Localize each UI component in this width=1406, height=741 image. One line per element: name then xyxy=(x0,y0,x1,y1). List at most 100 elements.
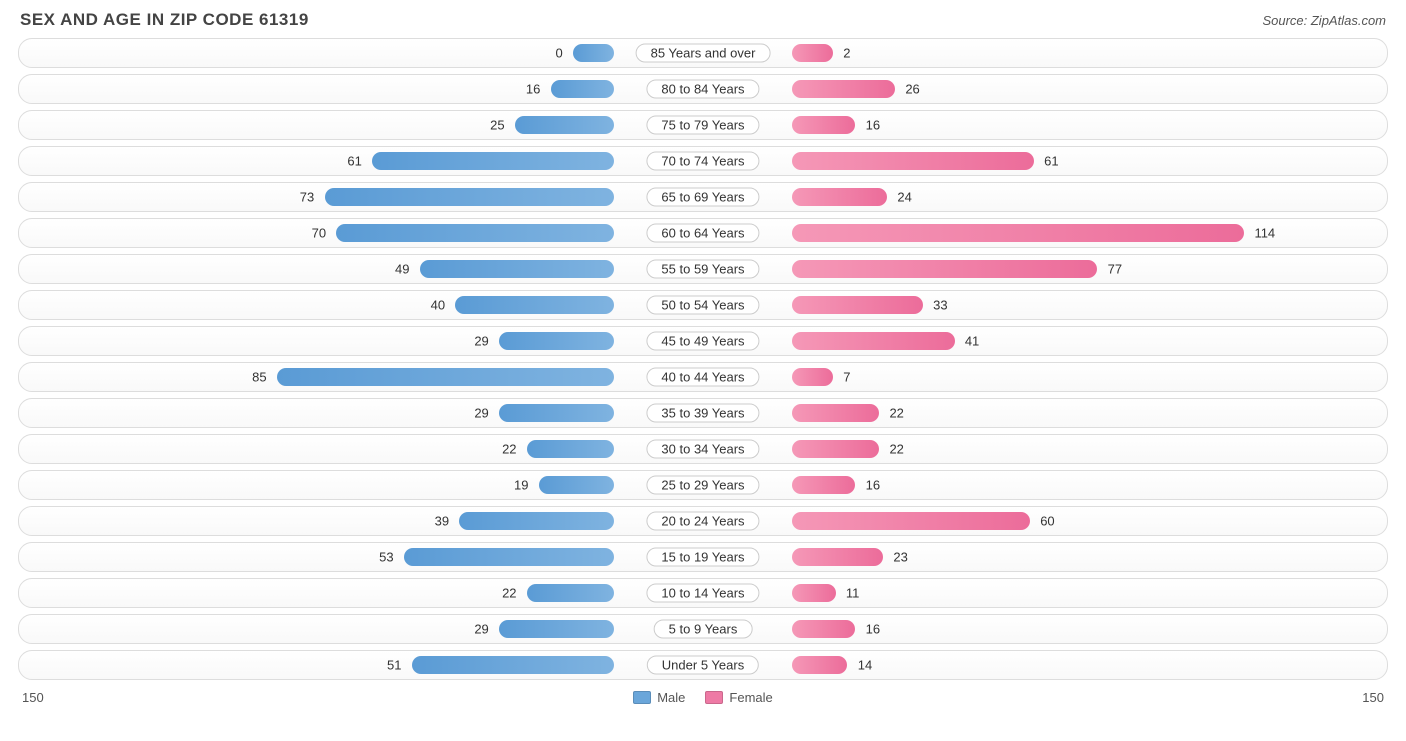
category-label: 75 to 79 Years xyxy=(646,116,759,135)
chart-row: 29 41 45 to 49 Years xyxy=(18,326,1388,356)
female-value: 2 xyxy=(843,46,850,61)
category-label: 65 to 69 Years xyxy=(646,188,759,207)
category-label: 5 to 9 Years xyxy=(654,620,753,639)
male-bar xyxy=(325,188,615,206)
female-bar xyxy=(792,620,855,638)
chart-footer: 150 Male Female 150 xyxy=(0,686,1406,705)
population-pyramid-chart: 0 2 85 Years and over 16 26 80 to 84 Years 25 1… xyxy=(0,38,1406,680)
female-bar xyxy=(792,260,1097,278)
category-label: 20 to 24 Years xyxy=(646,512,759,531)
male-bar xyxy=(499,332,614,350)
chart-row: 497755 to 59 Years xyxy=(18,254,1388,284)
male-value: 29 xyxy=(474,406,488,421)
chart-source: Source: ZipAtlas.com xyxy=(1262,13,1386,28)
chart-row: 5114Under 5 Years xyxy=(18,650,1388,680)
category-label: 40 to 44 Years xyxy=(646,368,759,387)
category-label: 30 to 34 Years xyxy=(646,440,759,459)
category-label: 70 to 74 Years xyxy=(646,152,759,171)
male-bar xyxy=(499,620,614,638)
category-label: 60 to 64 Years xyxy=(646,224,759,243)
female-bar xyxy=(792,332,955,350)
male-bar xyxy=(404,548,614,566)
female-bar xyxy=(792,296,923,314)
female-value: 77 xyxy=(1108,262,1122,277)
female-value: 11 xyxy=(846,586,860,601)
axis-max-left: 150 xyxy=(22,690,44,705)
male-value: 61 xyxy=(347,154,361,169)
male-value: 25 xyxy=(490,118,504,133)
female-bar xyxy=(792,80,895,98)
female-value: 61 xyxy=(1044,154,1058,169)
chart-title: SEX AND AGE IN ZIP CODE 61319 xyxy=(20,10,309,30)
male-bar xyxy=(412,656,614,674)
chart-row: 403350 to 54 Years xyxy=(18,290,1388,320)
male-value: 22 xyxy=(502,586,516,601)
male-value: 29 xyxy=(474,334,488,349)
female-bar xyxy=(792,656,848,674)
male-value: 16 xyxy=(526,82,540,97)
chart-row: 16 26 80 to 84 Years xyxy=(18,74,1388,104)
chart-header: SEX AND AGE IN ZIP CODE 61319 Source: Zi… xyxy=(0,10,1406,38)
female-value: 41 xyxy=(965,334,979,349)
male-bar xyxy=(551,80,614,98)
legend-label-female: Female xyxy=(729,690,772,705)
female-bar xyxy=(792,152,1034,170)
legend-swatch-female xyxy=(705,691,723,704)
female-bar xyxy=(792,116,855,134)
chart-row: 29165 to 9 Years xyxy=(18,614,1388,644)
chart-row: 85 7 40 to 44 Years xyxy=(18,362,1388,392)
category-label: 85 Years and over xyxy=(636,44,771,63)
male-bar xyxy=(459,512,614,530)
legend-item-female: Female xyxy=(705,690,772,705)
chart-row: 221110 to 14 Years xyxy=(18,578,1388,608)
male-value: 73 xyxy=(300,190,314,205)
category-label: 25 to 29 Years xyxy=(646,476,759,495)
category-label: Under 5 Years xyxy=(647,656,759,675)
chart-row: 25 16 75 to 79 Years xyxy=(18,110,1388,140)
male-value: 22 xyxy=(502,442,516,457)
female-value: 22 xyxy=(889,406,903,421)
chart-row: 7011460 to 64 Years xyxy=(18,218,1388,248)
female-value: 16 xyxy=(866,478,880,493)
female-bar xyxy=(792,188,887,206)
male-bar xyxy=(455,296,614,314)
female-bar xyxy=(792,476,855,494)
chart-row: 29 22 35 to 39 Years xyxy=(18,398,1388,428)
female-value: 24 xyxy=(897,190,911,205)
chart-row: 532315 to 19 Years xyxy=(18,542,1388,572)
legend: Male Female xyxy=(633,690,773,705)
legend-swatch-male xyxy=(633,691,651,704)
male-bar xyxy=(420,260,614,278)
chart-row: 61 61 70 to 74 Years xyxy=(18,146,1388,176)
category-label: 80 to 84 Years xyxy=(646,80,759,99)
male-value: 39 xyxy=(435,514,449,529)
female-bar xyxy=(792,440,879,458)
female-bar xyxy=(792,368,833,386)
female-value: 16 xyxy=(866,118,880,133)
category-label: 50 to 54 Years xyxy=(646,296,759,315)
female-value: 114 xyxy=(1254,226,1275,241)
male-value: 19 xyxy=(514,478,528,493)
male-bar xyxy=(539,476,614,494)
chart-row: 73 24 65 to 69 Years xyxy=(18,182,1388,212)
female-bar xyxy=(792,512,1030,530)
female-value: 26 xyxy=(905,82,919,97)
female-bar xyxy=(792,584,836,602)
male-bar xyxy=(372,152,614,170)
female-bar xyxy=(792,404,879,422)
category-label: 35 to 39 Years xyxy=(646,404,759,423)
male-value: 0 xyxy=(556,46,563,61)
male-bar xyxy=(573,44,614,62)
male-bar xyxy=(499,404,614,422)
legend-label-male: Male xyxy=(657,690,685,705)
female-bar xyxy=(792,224,1244,242)
female-value: 7 xyxy=(843,370,850,385)
axis-max-right: 150 xyxy=(1362,690,1384,705)
male-bar xyxy=(277,368,614,386)
female-value: 60 xyxy=(1040,514,1054,529)
male-value: 85 xyxy=(252,370,266,385)
male-value: 40 xyxy=(431,298,445,313)
category-label: 45 to 49 Years xyxy=(646,332,759,351)
male-bar xyxy=(515,116,614,134)
female-value: 22 xyxy=(889,442,903,457)
